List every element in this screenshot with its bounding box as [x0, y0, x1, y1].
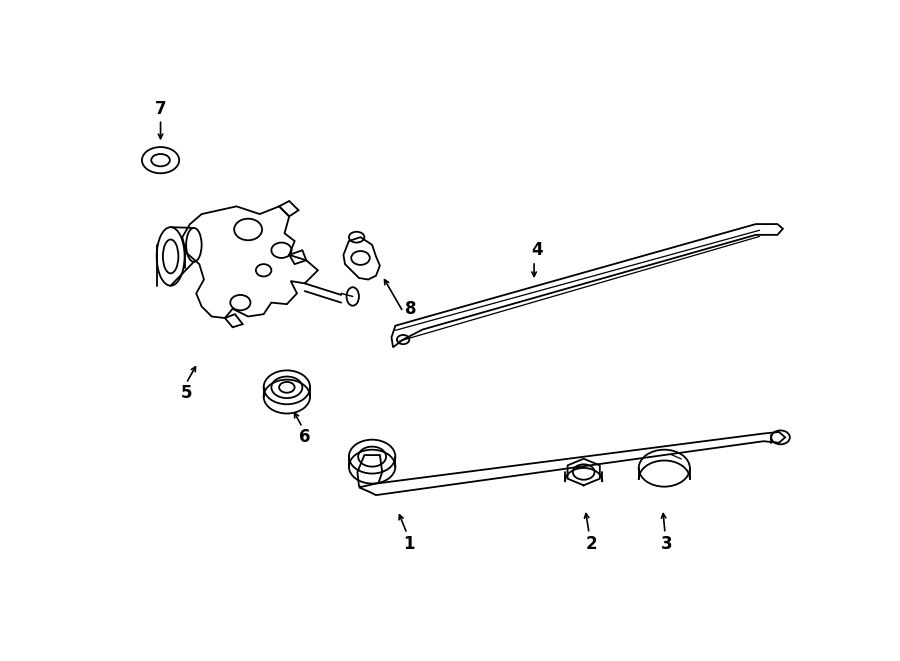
Text: 4: 4: [531, 241, 543, 259]
Text: 3: 3: [661, 535, 672, 553]
Text: 8: 8: [405, 300, 417, 318]
Text: 7: 7: [155, 100, 166, 118]
Text: 6: 6: [299, 428, 310, 446]
Polygon shape: [357, 455, 382, 491]
Text: 5: 5: [180, 385, 192, 403]
Polygon shape: [392, 224, 783, 347]
Polygon shape: [359, 432, 785, 495]
Text: 1: 1: [403, 535, 414, 553]
Text: 2: 2: [586, 535, 598, 553]
